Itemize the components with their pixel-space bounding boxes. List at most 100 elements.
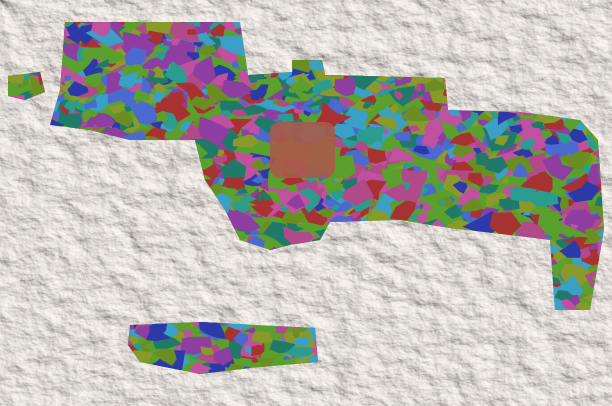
geologic-unit[interactable]: [412, 201, 435, 212]
geologic-unit[interactable]: [349, 210, 361, 219]
geologic-unit[interactable]: [421, 139, 430, 146]
geologic-unit[interactable]: [134, 325, 150, 340]
geologic-unit[interactable]: [391, 146, 400, 152]
geologic-unit[interactable]: [189, 95, 215, 111]
geologic-unit[interactable]: [212, 154, 228, 164]
geologic-unit[interactable]: [483, 118, 510, 140]
geologic-unit[interactable]: [473, 147, 482, 154]
geologic-unit[interactable]: [221, 176, 246, 190]
geologic-unit[interactable]: [228, 150, 254, 168]
geologic-unit[interactable]: [558, 140, 580, 157]
geologic-unit[interactable]: [144, 322, 171, 342]
geologic-unit[interactable]: [220, 79, 256, 99]
geologic-unit[interactable]: [575, 122, 586, 131]
geologic-unit[interactable]: [401, 169, 428, 193]
geologic-unit[interactable]: [269, 340, 296, 354]
geologic-unit[interactable]: [541, 130, 553, 139]
geologic-unit[interactable]: [559, 151, 590, 171]
geologic-unit[interactable]: [257, 191, 272, 201]
geologic-unit[interactable]: [509, 124, 523, 136]
geologic-unit[interactable]: [91, 16, 111, 38]
geologic-unit[interactable]: [308, 59, 328, 71]
geologic-unit[interactable]: [444, 204, 464, 219]
geologic-unit[interactable]: [260, 157, 272, 166]
geologic-unit[interactable]: [310, 104, 320, 111]
geologic-unit[interactable]: [401, 104, 430, 122]
geologic-unit[interactable]: [413, 145, 430, 155]
geologic-unit[interactable]: [509, 186, 538, 203]
geologic-unit[interactable]: [60, 113, 83, 132]
geologic-unit[interactable]: [194, 32, 217, 47]
geologic-unit[interactable]: [187, 28, 198, 35]
geologic-unit[interactable]: [192, 55, 217, 86]
geologic-unit[interactable]: [200, 346, 215, 356]
geologic-unit[interactable]: [312, 79, 333, 97]
geologic-unit[interactable]: [521, 138, 536, 150]
geologic-unit[interactable]: [254, 356, 276, 369]
geologic-unit[interactable]: [438, 200, 447, 206]
geologic-unit[interactable]: [291, 336, 311, 347]
geologic-unit[interactable]: [145, 13, 176, 34]
geologic-unit[interactable]: [164, 60, 188, 84]
geologic-unit[interactable]: [90, 112, 115, 128]
geologic-unit[interactable]: [531, 203, 554, 215]
geologic-unit[interactable]: [497, 111, 518, 126]
geologic-unit[interactable]: [451, 142, 475, 158]
geologic-unit[interactable]: [416, 213, 428, 227]
geologic-unit[interactable]: [248, 84, 269, 99]
geologic-unit[interactable]: [123, 106, 132, 113]
geologic-unit[interactable]: [517, 172, 547, 192]
geologic-unit[interactable]: [287, 223, 304, 232]
geologic-unit[interactable]: [559, 240, 581, 258]
geologic-unit[interactable]: [380, 168, 408, 190]
geologic-unit[interactable]: [292, 329, 300, 339]
geologic-unit[interactable]: [407, 125, 420, 132]
geologic-unit[interactable]: [567, 181, 601, 203]
geologic-unit[interactable]: [318, 208, 335, 219]
geologic-unit[interactable]: [591, 227, 612, 244]
geologic-unit[interactable]: [449, 132, 476, 147]
geologic-unit[interactable]: [83, 72, 102, 88]
geologic-unit[interactable]: [62, 42, 81, 62]
geologic-unit[interactable]: [389, 198, 417, 221]
geologic-unit[interactable]: [570, 223, 580, 230]
geologic-unit[interactable]: [88, 83, 95, 87]
geologic-unit[interactable]: [487, 152, 498, 159]
geologic-unit[interactable]: [233, 331, 249, 347]
geologic-unit[interactable]: [452, 181, 468, 194]
geologic-unit[interactable]: [175, 82, 206, 101]
geologic-unit[interactable]: [423, 120, 445, 140]
geologic-unit[interactable]: [130, 101, 159, 125]
geologic-unit[interactable]: [388, 148, 416, 162]
geologic-unit[interactable]: [369, 141, 383, 150]
geologic-unit[interactable]: [393, 131, 411, 142]
geologic-unit[interactable]: [150, 120, 163, 129]
geologic-unit[interactable]: [314, 101, 352, 129]
geologic-unit[interactable]: [162, 96, 191, 123]
geologic-unit[interactable]: [513, 162, 528, 178]
geologic-unit[interactable]: [499, 198, 520, 211]
geologic-unit[interactable]: [558, 233, 569, 239]
geologic-unit[interactable]: [251, 331, 273, 344]
geologic-unit[interactable]: [475, 151, 489, 167]
geologic-unit[interactable]: [63, 100, 80, 114]
geologic-unit[interactable]: [288, 76, 313, 92]
geologic-unit[interactable]: [484, 156, 508, 174]
geologic-unit[interactable]: [515, 221, 548, 241]
geologic-unit[interactable]: [145, 28, 164, 49]
geologic-unit[interactable]: [164, 40, 196, 68]
geologic-unit[interactable]: [124, 47, 147, 67]
geologic-unit[interactable]: [376, 189, 400, 204]
geologic-unit[interactable]: [382, 128, 389, 135]
geologic-unit[interactable]: [597, 219, 612, 228]
geologic-unit[interactable]: [213, 52, 222, 59]
geologic-unit[interactable]: [153, 348, 177, 366]
geologic-unit[interactable]: [330, 190, 344, 202]
geologic-unit[interactable]: [213, 346, 234, 366]
geologic-unit[interactable]: [367, 147, 387, 164]
geologic-unit[interactable]: [219, 35, 251, 55]
geologic-unit[interactable]: [404, 163, 414, 171]
geologic-unit[interactable]: [250, 196, 274, 218]
geologic-unit[interactable]: [554, 290, 574, 301]
geologic-unit[interactable]: [62, 118, 71, 127]
